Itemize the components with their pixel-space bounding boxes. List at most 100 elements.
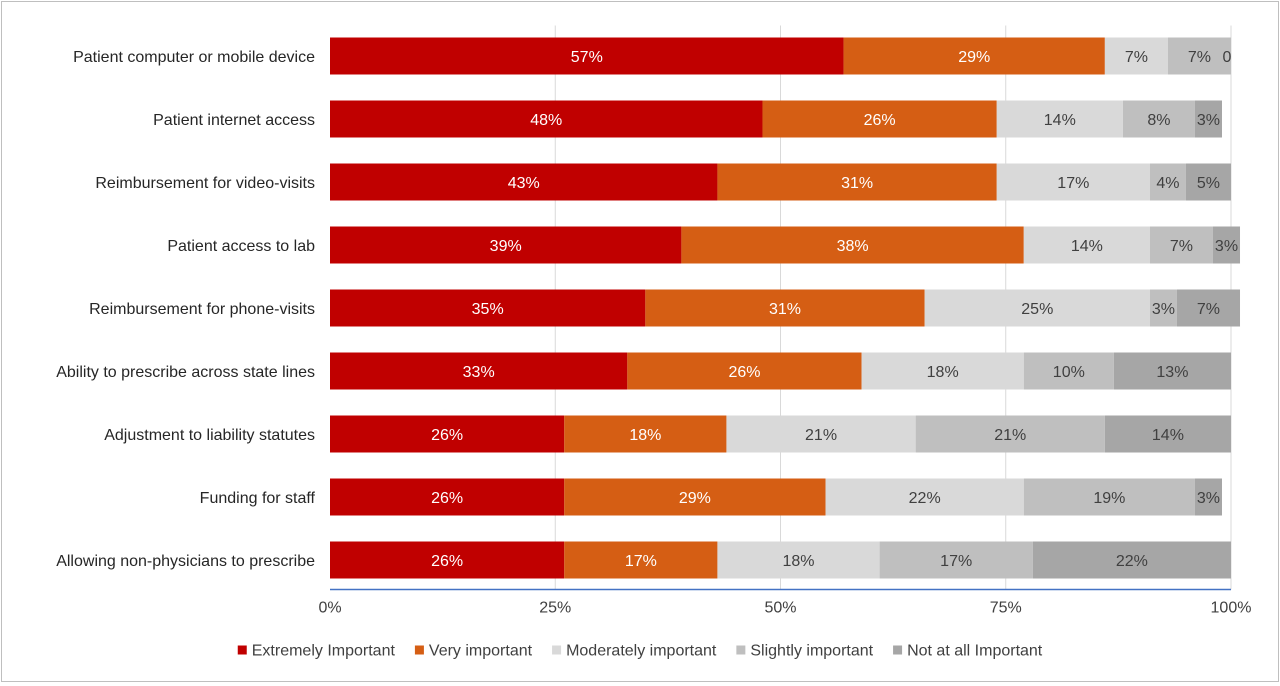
legend-swatch — [736, 645, 746, 655]
bar-segment-extremely-important — [330, 289, 646, 327]
bar-segment-not-at-all-important — [1194, 100, 1222, 138]
legend-item-very-important: Very important — [414, 643, 533, 660]
legend: Extremely Important Very important Moderat… — [237, 643, 1043, 660]
data-label: 26% — [431, 553, 463, 570]
category-label: Allowing non-physicians to prescribe — [56, 553, 315, 570]
bar-segment-slightly-important — [1167, 37, 1231, 75]
x-tick-label: 100% — [1211, 600, 1252, 617]
data-label: 57% — [571, 49, 603, 66]
data-label: 33% — [463, 364, 495, 381]
bar-segment-very-important — [564, 415, 727, 453]
legend-label: Moderately important — [566, 643, 717, 660]
bar-segment-moderately-important — [861, 352, 1024, 390]
data-label: 17% — [625, 553, 657, 570]
bar-segment-slightly-important — [1149, 163, 1186, 201]
category-label: Funding for staff — [200, 490, 316, 507]
legend-item-moderately-important: Moderately important — [552, 643, 717, 660]
data-label: 14% — [1071, 238, 1103, 255]
category-labels: Patient computer or mobile device Patient… — [56, 49, 315, 570]
data-label: 3% — [1152, 301, 1175, 318]
bar-segment-very-important — [645, 289, 925, 327]
data-label: 14% — [1152, 427, 1184, 444]
bar-segment-moderately-important — [996, 163, 1150, 201]
bar-segment-moderately-important — [726, 415, 916, 453]
data-label: 17% — [1057, 175, 1089, 192]
bar-segment-moderately-important — [1023, 226, 1150, 264]
data-label: 29% — [958, 49, 990, 66]
data-label: 31% — [769, 301, 801, 318]
legend-label: Slightly important — [750, 643, 873, 660]
x-axis: 0% 25% 50% 75% 100% — [318, 588, 1252, 617]
data-label: 7% — [1170, 238, 1193, 255]
data-label: 3% — [1197, 112, 1220, 129]
data-label: 22% — [909, 490, 941, 507]
data-label: 7% — [1125, 49, 1148, 66]
bar-segment-extremely-important — [330, 226, 682, 264]
bar-segment-extremely-important — [330, 415, 565, 453]
bar-segment-not-at-all-important — [1032, 541, 1231, 579]
bar-segment-extremely-important — [330, 352, 628, 390]
bar-segment-extremely-important — [330, 100, 763, 138]
bar-segment-not-at-all-important — [1176, 289, 1241, 327]
legend-swatch — [552, 645, 562, 655]
legend-swatch — [237, 645, 247, 655]
data-label: 8% — [1147, 112, 1170, 129]
data-label: 43% — [508, 175, 540, 192]
data-label: 48% — [530, 112, 562, 129]
bar-segment-very-important — [762, 100, 997, 138]
bar-segment-slightly-important — [1149, 289, 1177, 327]
data-label: 18% — [629, 427, 661, 444]
data-label: 3% — [1215, 238, 1238, 255]
bar-segment-slightly-important — [1023, 352, 1114, 390]
bar-segment-moderately-important — [825, 478, 1024, 516]
data-label: 26% — [431, 490, 463, 507]
bar-segment-very-important — [843, 37, 1105, 75]
legend-item-extremely-important: Extremely Important — [237, 643, 395, 660]
bar-segment-slightly-important — [915, 415, 1105, 453]
data-label: 21% — [805, 427, 837, 444]
bar-segment-extremely-important — [330, 541, 565, 579]
category-label: Patient access to lab — [167, 238, 315, 255]
data-label: 18% — [927, 364, 959, 381]
bar-segment-extremely-important — [330, 37, 844, 75]
bar-segment-moderately-important — [924, 289, 1150, 327]
legend-swatch — [414, 645, 424, 655]
bar-segment-not-at-all-important — [1104, 415, 1231, 453]
data-label: 3% — [1197, 490, 1220, 507]
legend-label: Very important — [429, 643, 533, 660]
bar-segment-not-at-all-important — [1185, 163, 1231, 201]
category-label: Patient internet access — [153, 112, 315, 129]
data-label: 26% — [431, 427, 463, 444]
bars: 57% 29% 7% 7% 0 48% 26% 14% 8% 3% 43% 31% 17% 4% 5% 39%… — [330, 37, 1241, 579]
data-label: 31% — [841, 175, 873, 192]
bar-segment-moderately-important — [1104, 37, 1168, 75]
category-label: Adjustment to liability statutes — [104, 427, 315, 444]
data-label: 4% — [1156, 175, 1179, 192]
bar-segment-not-at-all-important — [1194, 478, 1222, 516]
bar-segment-extremely-important — [330, 163, 718, 201]
x-tick-label: 50% — [764, 600, 796, 617]
category-label: Patient computer or mobile device — [73, 49, 315, 66]
bar-segment-slightly-important — [879, 541, 1033, 579]
bar-segment-very-important — [627, 352, 862, 390]
bar-segment-moderately-important — [996, 100, 1123, 138]
data-label: 0 — [1223, 49, 1232, 66]
bar-segment-very-important — [564, 478, 826, 516]
x-tick-label: 25% — [539, 600, 571, 617]
bar-segment-not-at-all-important — [1212, 226, 1241, 264]
category-label: Ability to prescribe across state lines — [56, 364, 315, 381]
data-label: 21% — [994, 427, 1026, 444]
data-label: 26% — [864, 112, 896, 129]
bar-segment-extremely-important — [330, 478, 565, 516]
bar-segment-very-important — [717, 163, 997, 201]
data-label: 5% — [1197, 175, 1220, 192]
legend-item-not-at-all-important: Not at all Important — [893, 643, 1043, 660]
data-label: 18% — [783, 553, 815, 570]
legend-item-slightly-important: Slightly important — [736, 643, 874, 660]
data-label: 7% — [1197, 301, 1220, 318]
category-label: Reimbursement for video-visits — [95, 175, 315, 192]
bar-segment-very-important — [564, 541, 718, 579]
data-label: 25% — [1021, 301, 1053, 318]
bar-segment-slightly-important — [1149, 226, 1213, 264]
